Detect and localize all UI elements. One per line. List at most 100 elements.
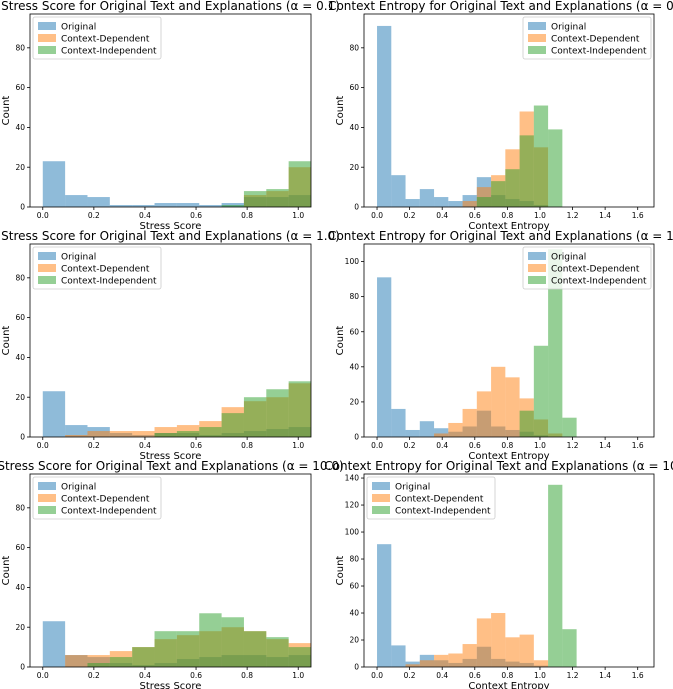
bar-context-dependent-bin-2 [87, 431, 110, 437]
legend-label-context-dependent: Context-Dependent [61, 35, 150, 45]
bar-context-independent-bin-10 [519, 135, 534, 207]
x-tick-label: 0.8 [241, 211, 253, 220]
bar-context-dependent-bin-4 [434, 433, 449, 437]
y-tick-label: 60 [349, 582, 359, 591]
bar-original-bin-0 [377, 25, 392, 208]
bar-context-dependent-bin-1 [65, 435, 88, 437]
y-tick-label: 60 [15, 83, 25, 92]
bar-context-independent-bin-8 [491, 181, 506, 207]
bar-context-dependent-bin-9 [505, 637, 520, 667]
x-tick-label: 0.0 [37, 211, 49, 220]
y-tick-label: 80 [15, 503, 25, 512]
bar-context-dependent-bin-6 [462, 201, 477, 207]
bar-original-bin-4 [132, 205, 155, 207]
bar-context-independent-bin-6 [176, 631, 200, 667]
legend-swatch-context-independent [528, 276, 546, 284]
x-tick-label: 0.0 [371, 211, 383, 220]
legend-box [522, 246, 652, 290]
legend: Original Context-Dependent Context-Indepen… [522, 16, 652, 60]
y-tick-label: 20 [15, 393, 25, 402]
legend-swatch-context-independent [38, 276, 56, 284]
bar-context-independent-bin-12 [548, 249, 563, 437]
y-tick-label: 40 [15, 123, 25, 132]
y-axis-label: Count [1, 556, 12, 586]
bar-original-bin-1 [391, 645, 406, 667]
y-tick-label: 80 [349, 555, 359, 564]
x-tick-label: 0.2 [88, 441, 100, 450]
legend-box [366, 476, 496, 520]
bar-context-independent-bin-8 [221, 205, 244, 207]
x-tick-label: 0.0 [37, 671, 49, 680]
bar-original-bin-1 [391, 175, 406, 207]
legend-label-context-dependent: Context-Dependent [395, 495, 484, 505]
y-tick-label: 80 [15, 273, 25, 282]
bar-original-bin-2 [405, 429, 420, 437]
x-tick-label: 0.6 [469, 211, 481, 220]
x-axis-label: Context Entropy [468, 451, 549, 462]
bar-context-dependent-bin-1 [65, 655, 88, 667]
x-tick-label: 0.6 [469, 441, 481, 450]
legend-label-context-dependent: Context-Dependent [551, 265, 640, 275]
bar-original-bin-3 [419, 189, 435, 207]
legend-swatch-context-dependent [372, 494, 390, 502]
bar-context-dependent-bin-5 [448, 422, 463, 437]
x-tick-label: 1.2 [567, 211, 579, 220]
axes-frame [363, 473, 655, 668]
x-tick-label: 1.4 [599, 211, 611, 220]
bar-context-independent-bin-8 [221, 617, 244, 667]
x-tick-label: 1.0 [534, 441, 546, 450]
bar-original-bin-0 [42, 621, 66, 667]
y-tick-label: 100 [345, 528, 360, 537]
legend-label-original: Original [61, 253, 96, 263]
bar-context-dependent-bin-7 [476, 391, 492, 437]
y-tick-label: 20 [349, 636, 359, 645]
histogram-panel-3: 0.0 0.2 0.4 0.6 0.8 1.0 0 20 40 60 80 Stress Score … [1, 229, 340, 462]
x-tick-label: 1.6 [632, 441, 644, 450]
legend-swatch-original [528, 252, 546, 260]
legend-box [522, 16, 652, 60]
bar-context-dependent-bin-5 [154, 427, 177, 437]
legend-swatch-context-independent [38, 46, 56, 54]
axes-frame [363, 243, 655, 438]
x-tick-label: 1.6 [632, 211, 644, 220]
bar-context-independent-bin-10 [266, 637, 289, 667]
bar-context-dependent-bin-10 [519, 634, 534, 667]
bar-context-independent-bin-6 [176, 431, 200, 437]
bar-context-independent-bin-11 [288, 647, 311, 667]
y-axis-label: Count [1, 326, 12, 356]
bar-original-bin-7 [199, 205, 222, 207]
y-tick-label: 0 [354, 203, 359, 212]
legend-swatch-context-dependent [528, 34, 546, 42]
histogram-panel-6: 0.0 0.2 0.4 0.6 0.8 1.0 1.2 1.4 1.6 0 20 40 60 80 100 1… [324, 459, 673, 689]
legend-swatch-context-dependent [528, 264, 546, 272]
bar-original-bin-1 [391, 408, 406, 437]
bar-context-dependent-bin-3 [419, 660, 435, 667]
bar-original-bin-0 [42, 391, 66, 437]
legend-swatch-context-dependent [38, 264, 56, 272]
x-axis-label: Context Entropy [468, 221, 549, 232]
y-tick-label: 40 [349, 123, 359, 132]
y-axis-label: Count [335, 326, 346, 356]
legend-label-context-independent: Context-Independent [61, 277, 157, 287]
legend: Original Context-Dependent Context-Indepen… [32, 16, 162, 60]
legend-box [32, 246, 162, 290]
y-tick-label: 0 [354, 433, 359, 442]
histogram-panel-4: 0.0 0.2 0.4 0.6 0.8 1.0 1.2 1.4 1.6 0 20 40 60 80 100 C… [328, 229, 673, 462]
y-tick-label: 140 [345, 474, 360, 483]
legend-label-context-dependent: Context-Dependent [61, 495, 150, 505]
x-tick-label: 0.4 [436, 671, 448, 680]
bar-context-independent-bin-9 [243, 397, 267, 437]
x-tick-label: 0.6 [190, 211, 202, 220]
x-tick-label: 0.2 [404, 211, 416, 220]
legend-swatch-context-independent [528, 46, 546, 54]
bar-context-independent-bin-3 [109, 657, 133, 667]
legend-box [32, 16, 162, 60]
legend-label-original: Original [551, 23, 586, 33]
y-tick-label: 100 [345, 257, 360, 266]
y-axis-label: Count [335, 556, 346, 586]
bar-context-independent-bin-11 [288, 381, 311, 437]
legend-box [32, 476, 162, 520]
x-tick-label: 0.4 [436, 211, 448, 220]
bar-original-bin-1 [65, 195, 88, 207]
bar-context-dependent-bin-8 [491, 366, 506, 437]
